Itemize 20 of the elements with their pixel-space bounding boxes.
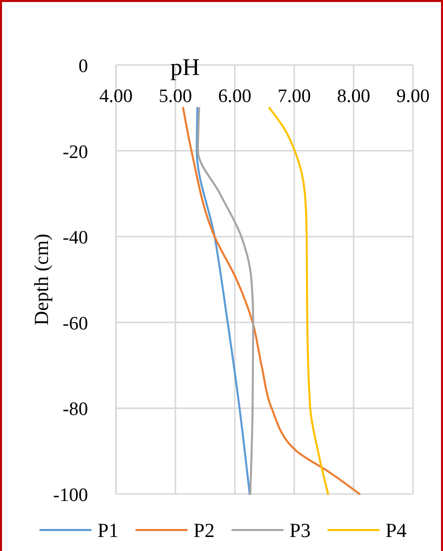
legend-label: P3 [290,520,311,542]
legend-label: P1 [98,520,119,542]
x-tick-label: 5.00 [158,86,192,107]
x-tick-label: 7.00 [278,86,311,107]
line-series [268,106,330,495]
x-tick-label: 6.00 [218,86,252,107]
y-tick-label: -40 [62,228,88,249]
y-axis-title: Depth (cm) [31,234,53,326]
y-tick-label: -100 [53,485,88,506]
x-tick-label: 8.00 [336,86,370,107]
x-axis-title: pH [170,55,200,81]
y-tick-label: 0 [78,56,88,77]
y-tick-label: -80 [62,399,88,420]
line-series [182,106,361,495]
legend-label: P2 [194,520,215,542]
x-tick-label: 4.00 [99,86,133,107]
y-tick-label: -20 [62,142,88,163]
y-tick-label: -60 [62,313,88,334]
legend-label: P4 [386,520,407,542]
x-tick-label: 9.00 [396,86,430,107]
